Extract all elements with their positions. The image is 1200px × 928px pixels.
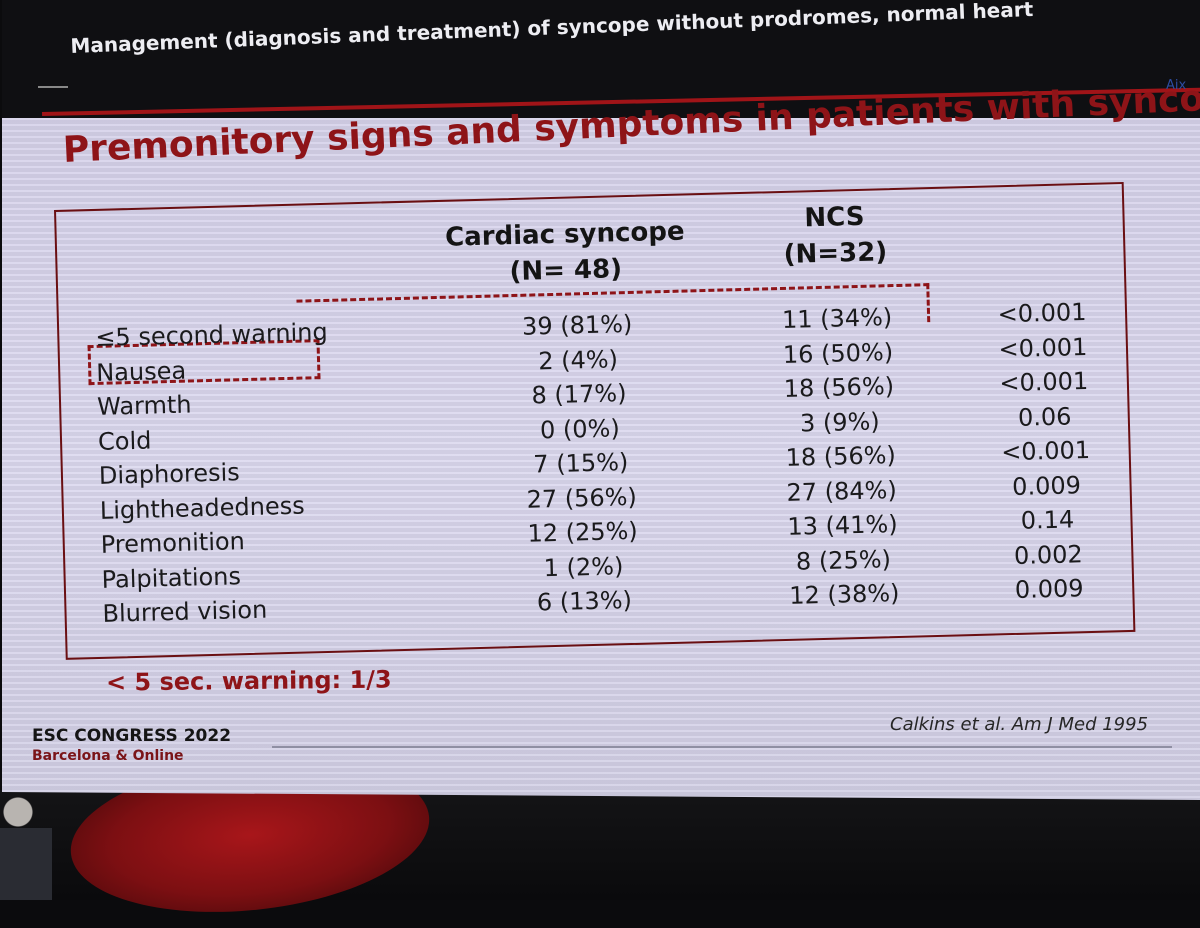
warning-summary-note: < 5 sec. warning: 1/3 — [105, 665, 392, 697]
ncs-value: 27 (84%) — [786, 475, 898, 507]
symptoms-table: Cardiac syncope (N= 48) NCS (N=32) ≤5 se… — [54, 181, 1136, 660]
column-header-ncs: NCS (N=32) — [734, 197, 936, 274]
column-header-cardiac: Cardiac syncope (N= 48) — [434, 213, 696, 292]
cardiac-value: 39 (81%) — [521, 309, 633, 341]
logo-text: Aix — [1166, 78, 1187, 93]
congress-location: Barcelona & Online — [32, 748, 184, 764]
p-value: <0.001 — [999, 366, 1089, 398]
row-label: Palpitations — [101, 561, 242, 594]
slide-content-area — [2, 118, 1200, 800]
p-value: <0.001 — [998, 332, 1088, 363]
projected-slide: Management (diagnosis and treatment) of … — [2, 0, 1200, 800]
p-value: 0.002 — [1013, 539, 1084, 570]
cardiac-value: 2 (4%) — [537, 344, 619, 375]
row-label: Premonition — [100, 527, 246, 559]
ncs-value: 3 (9%) — [799, 406, 881, 438]
column-header-cardiac-n: (N= 48) — [509, 254, 623, 288]
cardiac-value: 27 (56%) — [526, 482, 638, 514]
ncs-value: 16 (50%) — [782, 337, 894, 369]
p-value: <0.001 — [1000, 435, 1091, 467]
cardiac-value: 6 (13%) — [536, 586, 633, 617]
congress-name: ESC CONGRESS 2022 — [32, 726, 232, 746]
p-value: 0.06 — [1017, 401, 1072, 432]
cardiac-value: 0 (0%) — [539, 413, 621, 444]
ncs-value: 11 (34%) — [781, 303, 893, 334]
footer-rule — [272, 746, 1172, 748]
column-header-ncs-n: (N=32) — [783, 237, 888, 270]
row-label: Warmth — [96, 390, 192, 421]
slide-header-bar — [2, 0, 1200, 118]
ncs-value: 13 (41%) — [787, 510, 899, 541]
speaker-silhouette — [0, 790, 52, 900]
row-label: Diaphoresis — [98, 458, 241, 490]
p-value: 0.009 — [1011, 470, 1082, 501]
row-label: Lightheadedness — [99, 491, 305, 525]
header-bullet — [38, 86, 68, 88]
p-value: 0.14 — [1020, 505, 1075, 535]
row-label: Nausea — [95, 356, 187, 387]
column-header-cardiac-name: Cardiac syncope — [444, 216, 685, 253]
row-label: Cold — [97, 426, 152, 456]
p-value: 0.009 — [1014, 574, 1084, 604]
cardiac-value: 1 (2%) — [543, 551, 624, 582]
ncs-value: 8 (25%) — [795, 544, 892, 576]
ncs-value: 18 (56%) — [783, 372, 895, 403]
cardiac-value: 8 (17%) — [531, 379, 627, 410]
column-header-ncs-name: NCS — [804, 201, 865, 234]
cardiac-value: 7 (15%) — [532, 448, 629, 479]
institution-logo: Aix — [1166, 78, 1186, 93]
congress-branding: ESC CONGRESS 2022 Barcelona & Online — [32, 726, 231, 766]
citation-reference: Calkins et al. Am J Med 1995 — [890, 714, 1149, 735]
p-value: <0.001 — [997, 298, 1087, 329]
row-label: ≤5 second warning — [94, 317, 328, 352]
ncs-value: 12 (38%) — [788, 579, 900, 610]
table-body: ≤5 second warning 39 (81%) 11 (34%) <0.0… — [57, 294, 1135, 632]
cardiac-value: 12 (25%) — [527, 516, 639, 548]
row-label: Blurred vision — [102, 595, 268, 628]
ncs-value: 18 (56%) — [785, 441, 897, 472]
